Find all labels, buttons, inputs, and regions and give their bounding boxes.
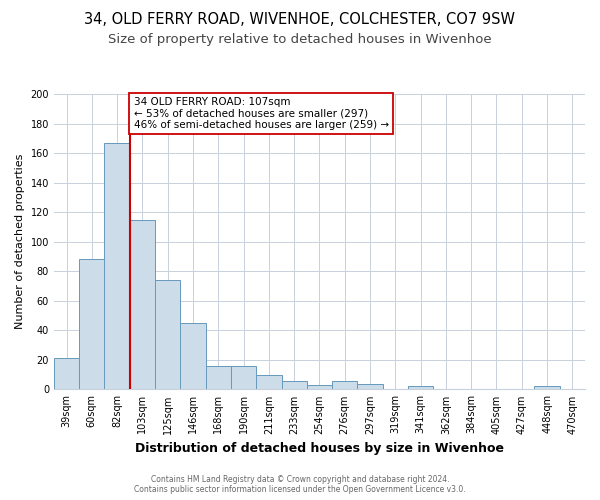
Bar [332,380,358,390]
Bar [155,280,181,390]
Bar [256,374,281,390]
Bar [130,220,155,390]
Bar [358,384,383,390]
X-axis label: Distribution of detached houses by size in Wivenhoe: Distribution of detached houses by size … [135,442,504,455]
Bar [206,366,231,390]
Text: 34 OLD FERRY ROAD: 107sqm
← 53% of detached houses are smaller (297)
46% of semi: 34 OLD FERRY ROAD: 107sqm ← 53% of detac… [134,97,389,130]
Text: Size of property relative to detached houses in Wivenhoe: Size of property relative to detached ho… [108,32,492,46]
Text: Contains HM Land Registry data © Crown copyright and database right 2024.
Contai: Contains HM Land Registry data © Crown c… [134,474,466,494]
Text: 34, OLD FERRY ROAD, WIVENHOE, COLCHESTER, CO7 9SW: 34, OLD FERRY ROAD, WIVENHOE, COLCHESTER… [85,12,515,28]
Bar [79,260,104,390]
Bar [307,385,332,390]
Bar [281,380,307,390]
Bar [54,358,79,390]
Y-axis label: Number of detached properties: Number of detached properties [15,154,25,330]
Bar [408,386,433,390]
Bar [181,323,206,390]
Bar [104,142,130,390]
Bar [535,386,560,390]
Bar [231,366,256,390]
